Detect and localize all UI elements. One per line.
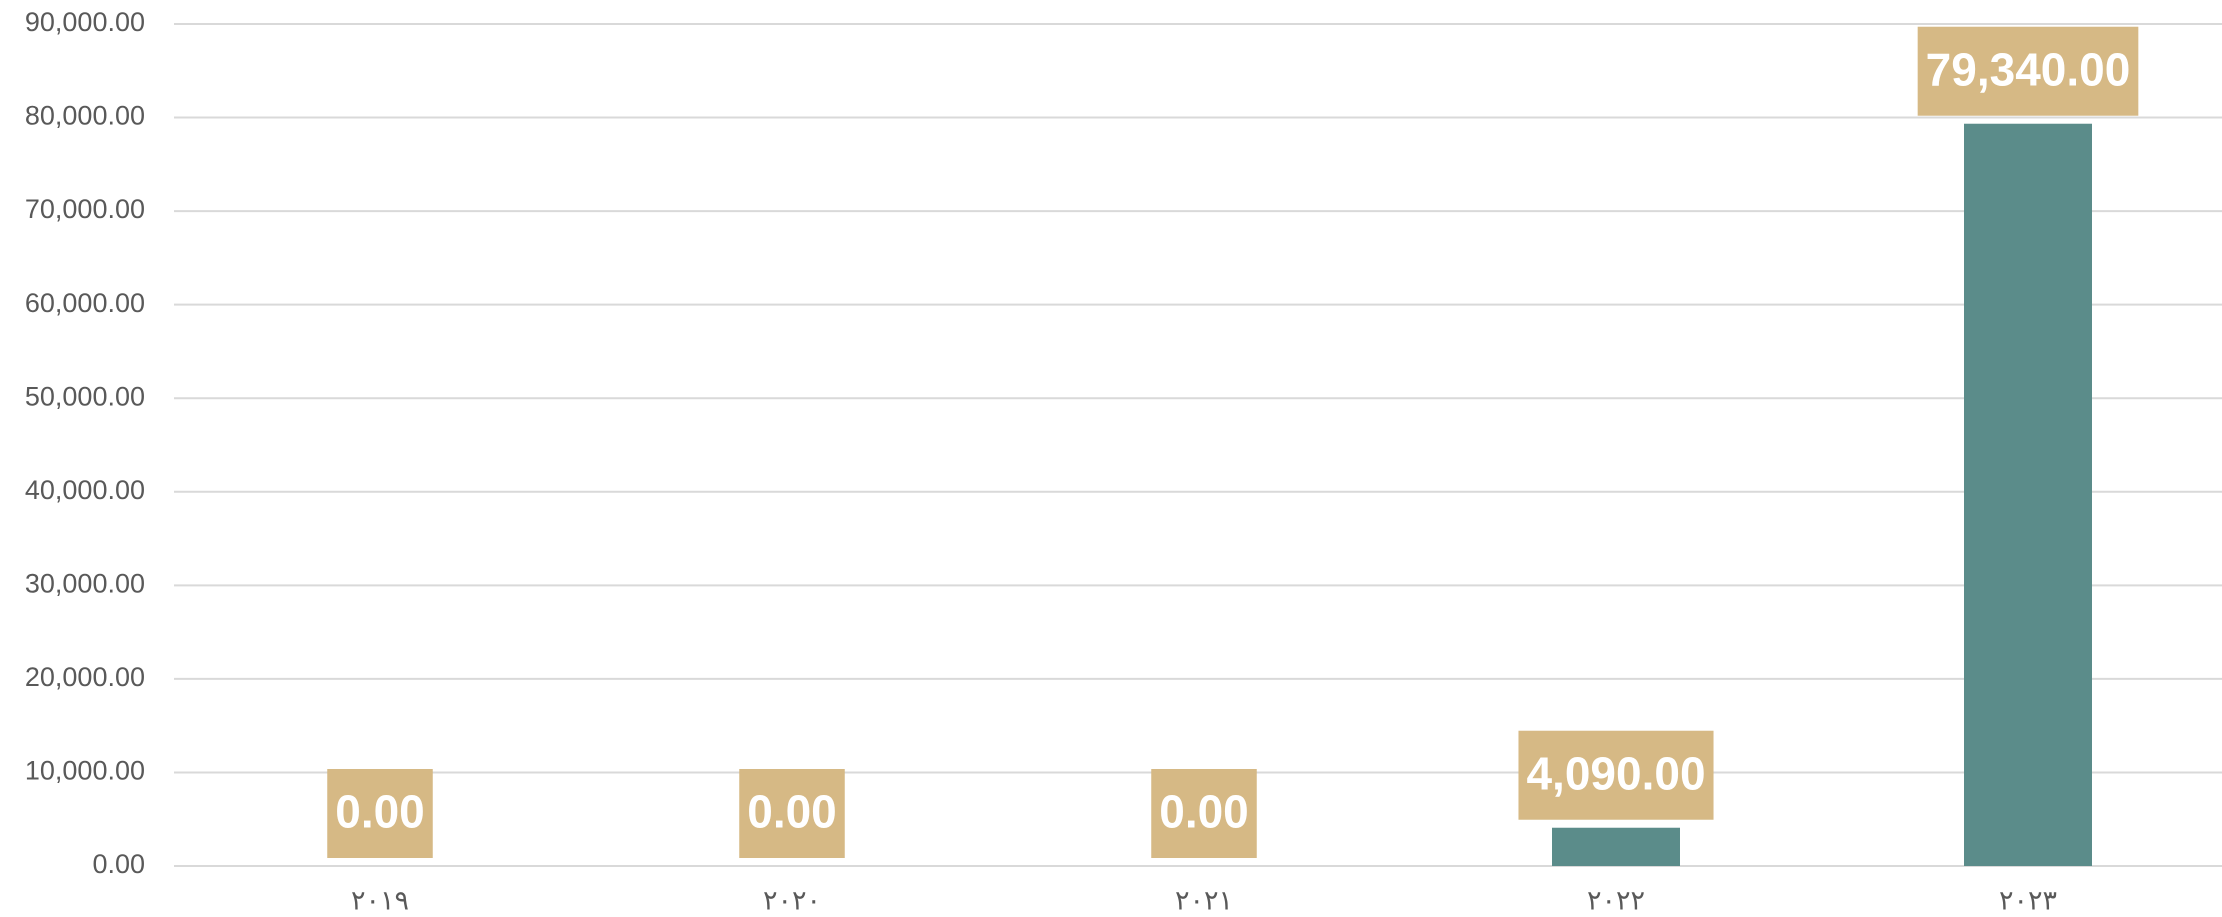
y-tick-label: 50,000.00 [25, 381, 145, 411]
y-tick-label: 70,000.00 [25, 194, 145, 224]
y-tick-label: 10,000.00 [25, 756, 145, 786]
value-label-box [1151, 769, 1257, 858]
value-label: 0.00 [1159, 786, 1249, 838]
y-tick-label: 0.00 [92, 849, 145, 879]
y-tick-label: 60,000.00 [25, 288, 145, 318]
y-tick-label: 40,000.00 [25, 475, 145, 505]
value-label: 0.00 [335, 786, 425, 838]
x-tick-label: ٢٠٢٠ [763, 886, 821, 917]
x-tick-label: ٢٠٢٢ [1587, 886, 1645, 917]
x-tick-label: ٢٠١٩ [351, 886, 409, 917]
x-tick-label: ٢٠٢١ [1175, 886, 1233, 917]
value-label: 0.00 [747, 786, 837, 838]
value-label-box [1917, 26, 2139, 116]
y-tick-label: 90,000.00 [25, 7, 145, 37]
value-label: 79,340.00 [1926, 43, 2131, 95]
value-label-box [739, 769, 845, 858]
y-tick-label: 20,000.00 [25, 662, 145, 692]
value-label-box [1518, 730, 1714, 820]
bar [1552, 827, 1680, 866]
x-tick-label: ٢٠٢٣ [1999, 886, 2057, 917]
y-tick-label: 80,000.00 [25, 101, 145, 131]
bar [1964, 123, 2092, 866]
value-label-box [327, 769, 433, 858]
y-tick-label: 30,000.00 [25, 568, 145, 598]
value-label: 4,090.00 [1526, 747, 1705, 799]
